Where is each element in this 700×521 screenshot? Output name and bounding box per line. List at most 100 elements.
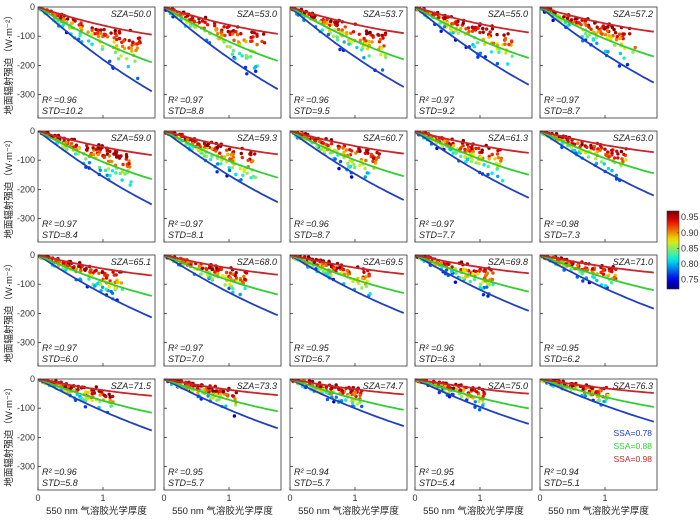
data-point (234, 271, 238, 275)
data-point (346, 161, 350, 166)
data-point (108, 159, 113, 163)
data-point (103, 168, 108, 173)
data-point (603, 284, 608, 288)
data-point (371, 159, 375, 164)
sza-label: SZA=61.3 (488, 133, 528, 143)
data-point (586, 155, 591, 159)
data-point (242, 274, 246, 279)
std-label: STD=8.7 (544, 106, 581, 116)
data-point (569, 18, 574, 22)
panel-plot-area (415, 131, 530, 199)
data-point (205, 23, 210, 27)
data-point (471, 271, 475, 276)
sza-label: SZA=59.0 (111, 133, 151, 143)
data-point (451, 151, 455, 155)
data-point (602, 399, 606, 404)
data-point (215, 170, 219, 174)
data-point (244, 271, 249, 275)
data-point (595, 25, 599, 29)
data-point (104, 287, 108, 292)
panel-frame (37, 378, 156, 491)
data-point (221, 389, 226, 394)
data-point (358, 393, 362, 397)
y-tick-label: -300 (17, 462, 35, 472)
data-point (383, 33, 387, 37)
data-point (108, 173, 112, 178)
data-point (503, 42, 507, 46)
data-point (345, 32, 349, 36)
data-point (488, 30, 492, 34)
data-point (551, 18, 555, 23)
data-point (252, 66, 257, 70)
data-point (464, 27, 468, 31)
data-point (113, 31, 118, 36)
data-point (615, 35, 619, 39)
data-point (326, 143, 330, 148)
data-point (227, 166, 231, 170)
data-point (252, 31, 256, 35)
data-point (585, 145, 589, 149)
data-point (78, 34, 82, 38)
data-point (466, 148, 470, 152)
data-point (347, 42, 351, 46)
sza-label: SZA=53.7 (363, 9, 404, 19)
data-point (490, 27, 495, 31)
data-point (364, 158, 368, 163)
data-point (224, 270, 229, 275)
data-point (73, 152, 78, 156)
data-point (115, 37, 119, 42)
data-point (594, 35, 599, 40)
data-point (244, 39, 248, 44)
data-point (329, 19, 333, 23)
data-point (612, 156, 617, 160)
r2-label: R² =0.96 (294, 219, 329, 229)
data-point (589, 27, 593, 31)
panel-plot-area (38, 379, 153, 432)
data-point (97, 165, 102, 170)
data-point (203, 20, 207, 24)
sza-label: SZA=65.1 (111, 257, 151, 267)
panel-frame (37, 6, 156, 119)
panel-plot-area (415, 255, 530, 312)
data-point (381, 36, 385, 40)
data-point (474, 161, 478, 165)
data-point (371, 35, 375, 39)
data-point (224, 393, 229, 397)
data-point (103, 273, 107, 277)
data-point (222, 25, 226, 29)
data-point (619, 149, 624, 154)
r2-label: R² =0.97 (168, 219, 204, 229)
std-label: STD=5.7 (294, 478, 331, 488)
panel-plot-area (164, 131, 279, 204)
data-point (97, 271, 101, 275)
r2-label: R² =0.97 (168, 95, 204, 105)
data-point (471, 152, 476, 156)
data-point (589, 146, 593, 150)
data-point (119, 54, 123, 58)
data-point (462, 276, 466, 280)
data-point (215, 271, 220, 276)
data-point (485, 281, 490, 286)
data-point (477, 399, 481, 404)
data-point (216, 162, 220, 166)
std-label: STD=8.8 (168, 106, 204, 116)
data-point (602, 162, 606, 166)
data-point (338, 47, 342, 52)
data-point (360, 286, 364, 290)
data-point (486, 172, 490, 177)
data-point (110, 169, 115, 173)
data-point (510, 54, 514, 58)
data-point (239, 151, 243, 156)
data-point (208, 157, 213, 162)
data-point (476, 272, 480, 276)
ssa-line (164, 131, 279, 179)
data-point (349, 40, 354, 44)
data-point (324, 385, 328, 389)
data-point (213, 270, 217, 274)
data-point (90, 28, 94, 32)
